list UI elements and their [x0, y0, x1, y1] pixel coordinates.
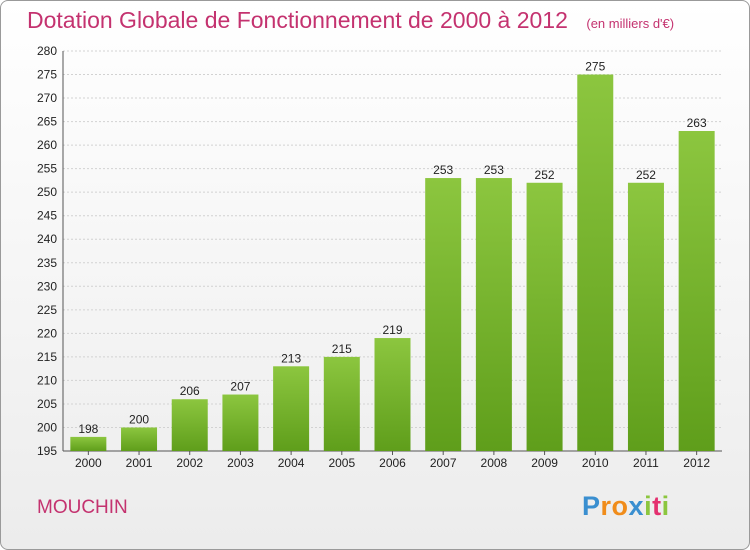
logo-letter: i [644, 491, 653, 521]
x-tick-label: 2009 [531, 456, 558, 470]
data-label: 253 [433, 163, 453, 177]
bar [526, 182, 563, 451]
commune-name: MOUCHIN [37, 497, 128, 518]
y-tick-label: 245 [37, 209, 57, 223]
y-tick-label: 200 [37, 420, 57, 434]
logo-letter: o [611, 491, 629, 521]
title-block: Dotation Globale de Fonctionnement de 20… [27, 7, 674, 34]
chart-title: Dotation Globale de Fonctionnement de 20… [27, 7, 568, 33]
y-tick-label: 195 [37, 444, 57, 458]
x-tick-label: 2010 [582, 456, 609, 470]
bar [323, 356, 360, 451]
data-label: 252 [535, 168, 555, 182]
bar [70, 436, 107, 451]
chart-subtitle: (en milliers d'€) [586, 16, 675, 31]
data-label: 206 [180, 384, 200, 398]
data-label: 219 [382, 323, 402, 337]
logo-letter: i [661, 491, 670, 521]
bar [678, 131, 715, 451]
data-label: 198 [78, 422, 98, 436]
y-tick-label: 205 [37, 397, 57, 411]
x-tick-label: 2007 [430, 456, 457, 470]
logo-letter: P [582, 491, 601, 521]
x-tick-label: 2003 [227, 456, 254, 470]
logo-letter: t [652, 491, 662, 521]
x-tick-label: 2012 [683, 456, 710, 470]
x-tick-label: 2002 [176, 456, 203, 470]
x-tick-label: 2004 [278, 456, 305, 470]
y-tick-label: 270 [37, 91, 57, 105]
proxiti-logo: Proxiti [582, 491, 670, 522]
bar [475, 178, 512, 451]
y-tick-label: 210 [37, 373, 57, 387]
y-tick-label: 265 [37, 115, 57, 129]
data-label: 263 [687, 116, 707, 130]
bar [222, 394, 259, 451]
y-tick-label: 235 [37, 256, 57, 270]
y-tick-label: 215 [37, 350, 57, 364]
bar [374, 338, 411, 451]
y-tick-label: 230 [37, 279, 57, 293]
bar [121, 427, 158, 451]
data-label: 275 [585, 60, 605, 74]
bar [171, 399, 208, 451]
y-tick-label: 240 [37, 232, 57, 246]
x-tick-label: 2005 [328, 456, 355, 470]
x-tick-label: 2000 [75, 456, 102, 470]
x-tick-label: 2001 [126, 456, 153, 470]
y-tick-label: 250 [37, 185, 57, 199]
x-tick-label: 2011 [633, 456, 659, 470]
y-tick-label: 260 [37, 138, 57, 152]
y-tick-label: 220 [37, 326, 57, 340]
y-tick-label: 280 [37, 44, 57, 58]
x-tick-label: 2006 [379, 456, 406, 470]
data-label: 252 [636, 168, 656, 182]
x-tick-label: 2008 [481, 456, 508, 470]
bar [425, 178, 462, 451]
bar [627, 182, 664, 451]
bar [273, 366, 310, 451]
data-label: 213 [281, 351, 301, 365]
data-label: 200 [129, 412, 149, 426]
data-label: 215 [332, 342, 352, 356]
bar [577, 74, 614, 451]
y-tick-label: 225 [37, 303, 57, 317]
logo-letter: r [600, 491, 612, 521]
y-tick-label: 255 [37, 162, 57, 176]
y-tick-label: 275 [37, 68, 57, 82]
data-label: 207 [230, 380, 250, 394]
data-label: 253 [484, 163, 504, 177]
logo-letter: x [628, 491, 645, 521]
